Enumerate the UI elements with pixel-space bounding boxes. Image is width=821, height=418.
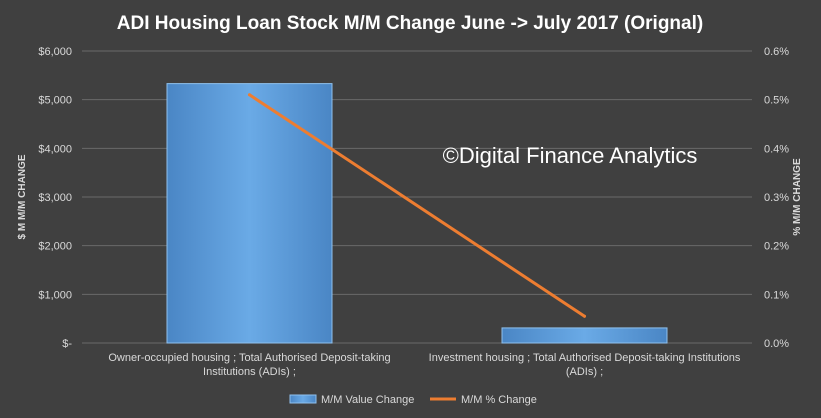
bar [167, 84, 332, 343]
right-tick-label: 0.3% [764, 192, 789, 204]
legend-label: M/M Value Change [321, 394, 414, 406]
y-axis-left-label: $ M M/M CHANGE [17, 154, 28, 239]
left-tick-label: $1,000 [38, 289, 72, 301]
category-label: Owner-occupied housing ; Total Authorise… [108, 352, 390, 378]
left-tick-label: $6,000 [38, 46, 72, 58]
right-tick-label: 0.6% [764, 46, 789, 58]
legend-label: M/M % Change [461, 394, 537, 406]
right-tick-label: 0.5% [764, 95, 789, 107]
left-tick-label: $3,000 [38, 192, 72, 204]
bar [502, 328, 667, 343]
left-tick-label: $- [62, 338, 72, 350]
category-label: Investment housing ; Total Authorised De… [429, 352, 741, 378]
line-point [248, 93, 251, 96]
right-tick-label: 0.2% [764, 241, 789, 253]
legend: M/M Value Change M/M % Change [290, 394, 537, 406]
bars [167, 84, 667, 343]
chart-title: ADI Housing Loan Stock M/M Change June -… [117, 13, 703, 34]
left-axis-ticks: $- $1,000 $2,000 $3,000 $4,000 $5,000 $6,000 [38, 46, 72, 350]
y-axis-right-label: % M/M CHANGE [792, 158, 803, 236]
watermark-text: ©Digital Finance Analytics [443, 143, 698, 168]
left-tick-label: $2,000 [38, 241, 72, 253]
left-tick-label: $5,000 [38, 95, 72, 107]
left-tick-label: $4,000 [38, 143, 72, 155]
right-tick-label: 0.0% [764, 338, 789, 350]
right-tick-label: 0.4% [764, 143, 789, 155]
line-point [583, 315, 586, 318]
right-tick-label: 0.1% [764, 289, 789, 301]
right-axis-ticks: 0.0% 0.1% 0.2% 0.3% 0.4% 0.5% 0.6% [764, 46, 789, 350]
legend-bar-swatch [290, 395, 316, 403]
category-labels: Owner-occupied housing ; Total Authorise… [108, 352, 740, 378]
